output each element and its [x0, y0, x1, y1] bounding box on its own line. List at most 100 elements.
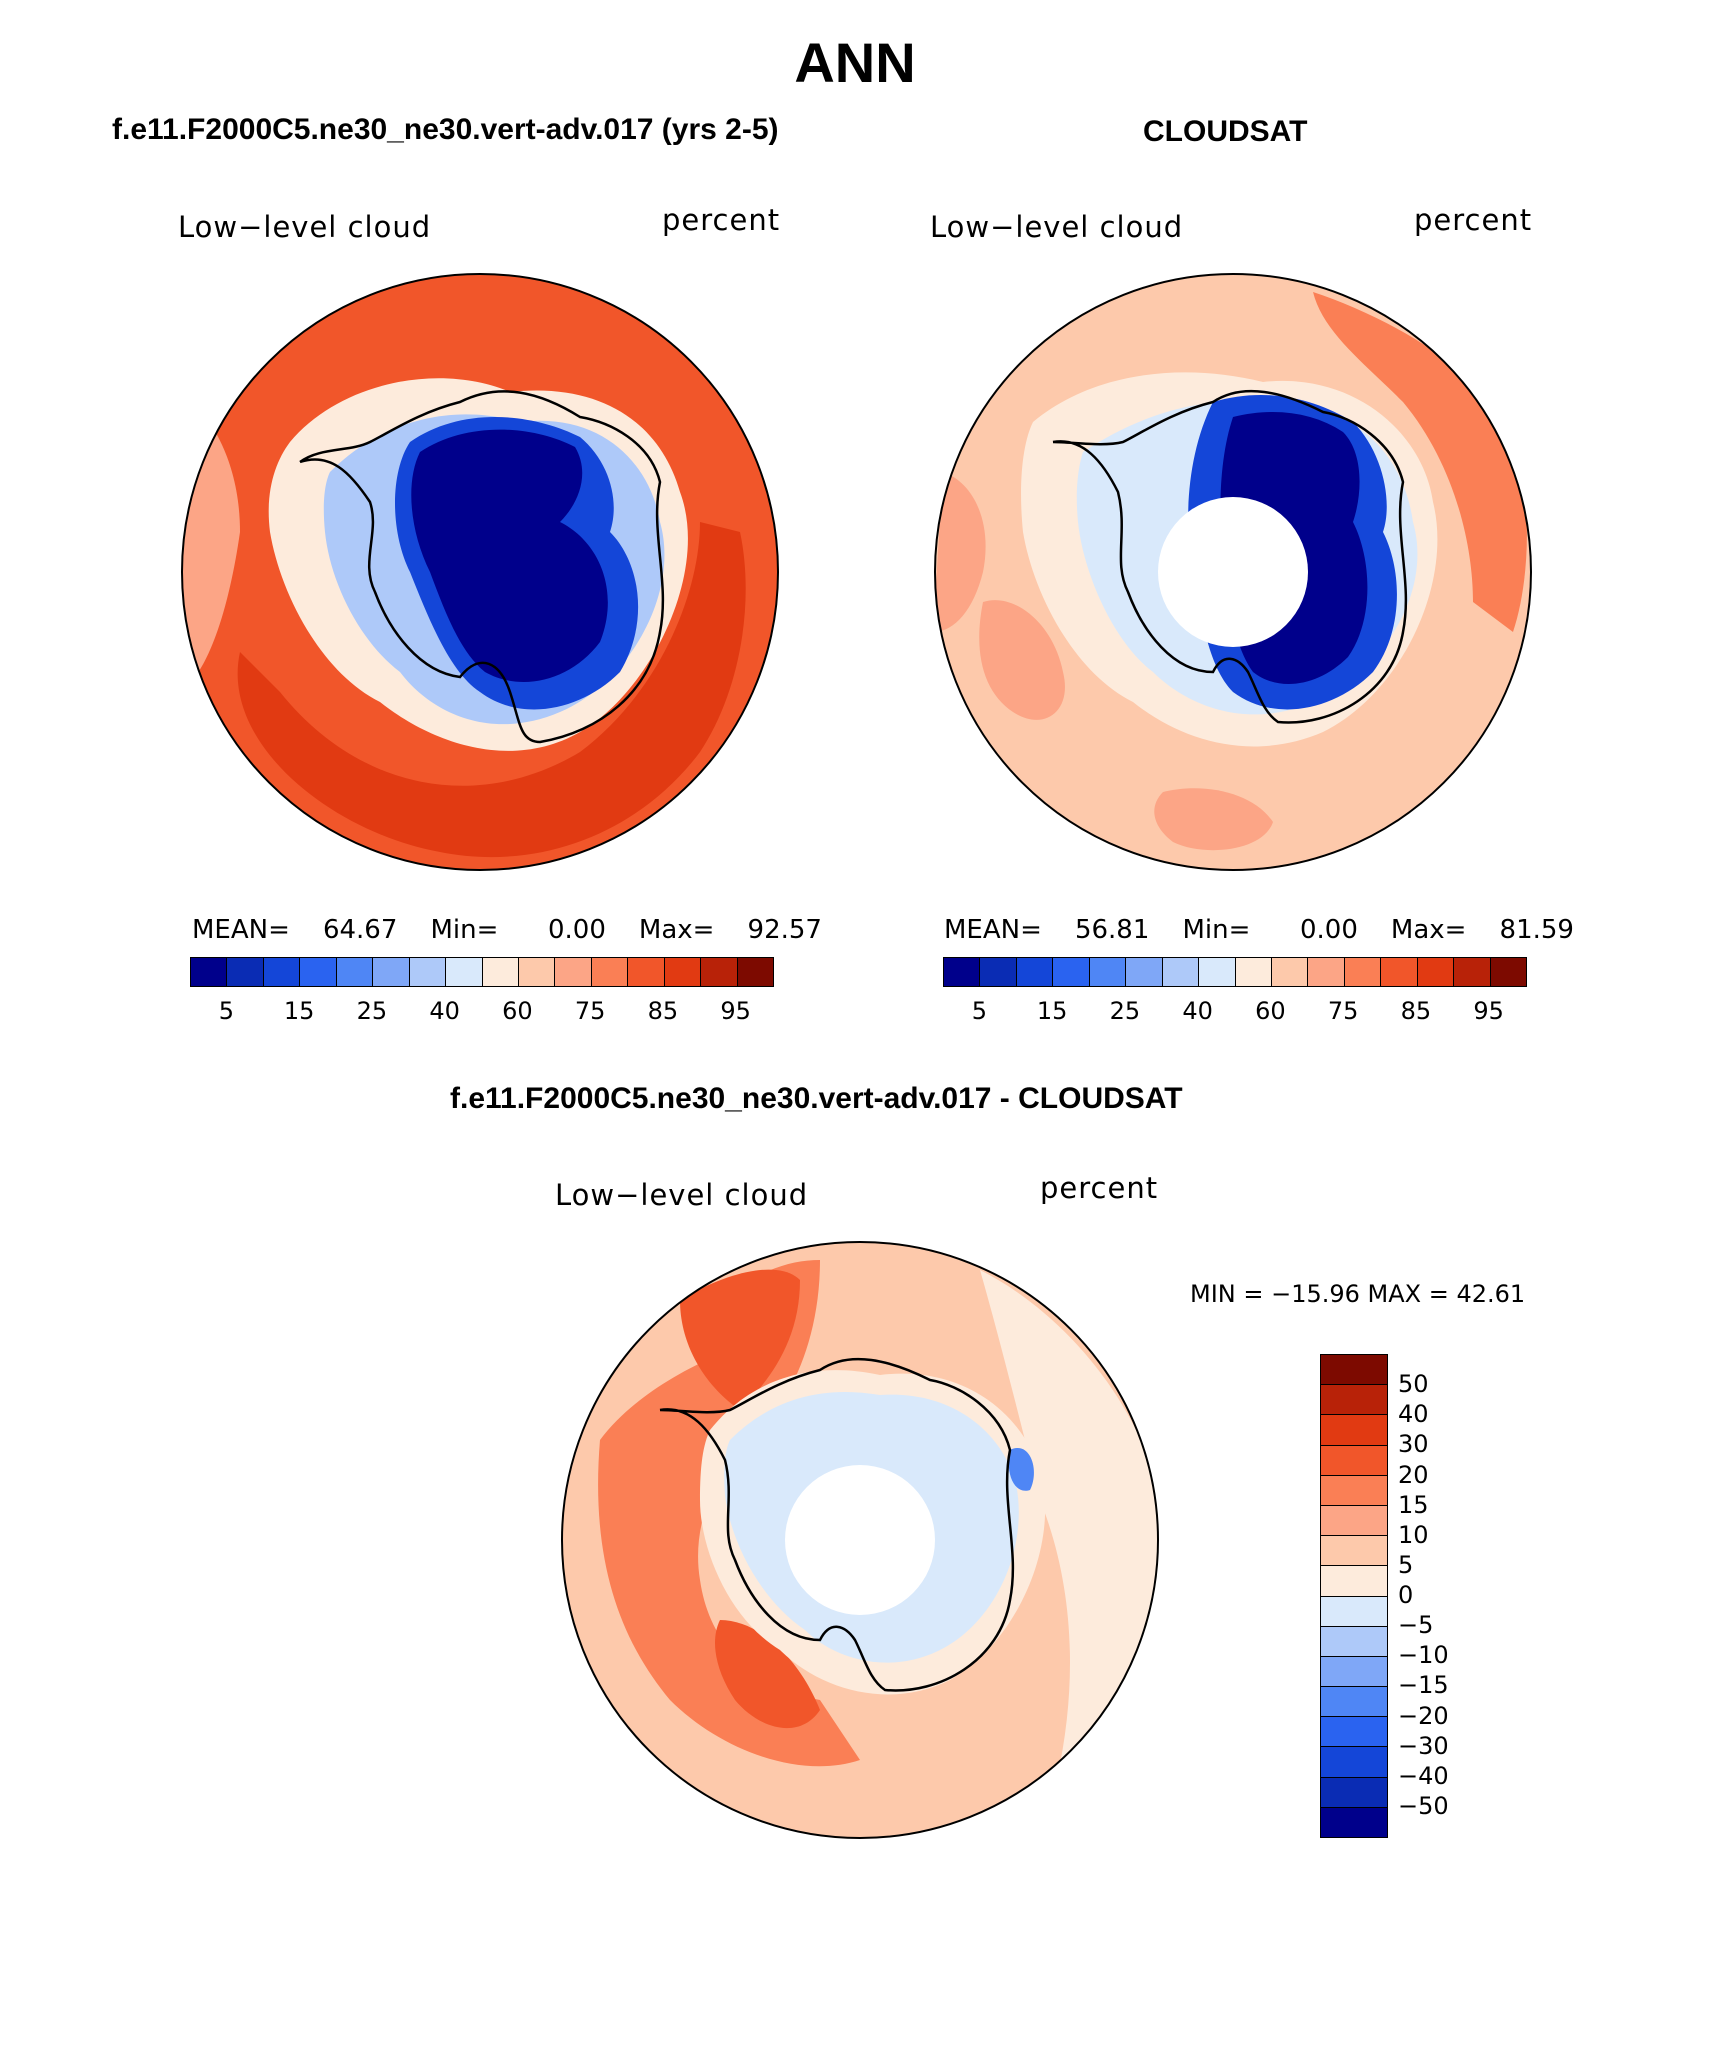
diff-positive-south: [715, 1620, 820, 1729]
colorbar-swatch: [1321, 1747, 1387, 1778]
diff-polar-map: [561, 1241, 1159, 1839]
diff-minmax: MIN = −15.96 MAX = 42.61: [1190, 1280, 1526, 1308]
colorbar-swatch: [1321, 1687, 1387, 1718]
obs-mean-label: MEAN=: [944, 915, 1042, 945]
colorbar-swatch: [1053, 958, 1090, 986]
colorbar-tick-label: 40: [1182, 997, 1213, 1025]
colorbar-swatch: [1271, 958, 1309, 986]
colorbar-tick-label: 50: [1398, 1370, 1429, 1399]
colorbar-tick-label: −30: [1398, 1731, 1449, 1760]
diff-positive-west: [598, 1260, 860, 1767]
colorbar-tick-label: 40: [1398, 1400, 1429, 1429]
obs-polar-map: [934, 273, 1532, 871]
colorbar-swatch: [1308, 958, 1345, 986]
colorbar-swatch: [1321, 1656, 1387, 1688]
obs-max-value: 81.59: [1499, 915, 1574, 945]
obs-coastline: [1052, 389, 1408, 724]
diff-units-label: percent: [1040, 1171, 1159, 1205]
diff-colorbar: [1320, 1354, 1388, 1838]
colorbar-tick-label: −5: [1398, 1611, 1434, 1640]
colorbar-tick-label: 15: [1036, 997, 1068, 1025]
model-max-value: 92.57: [747, 915, 822, 945]
colorbar-tick-label: 20: [1398, 1460, 1429, 1489]
model-min-value: 0.00: [547, 915, 606, 945]
colorbar-swatch: [1417, 958, 1455, 986]
colorbar-swatch: [1321, 1355, 1387, 1386]
model-units-label: percent: [662, 203, 781, 237]
colorbar-swatch: [409, 958, 447, 986]
model-polar-map: [181, 273, 779, 871]
colorbar-swatch: [1321, 1415, 1387, 1446]
obs-ocean-patch-s: [1154, 788, 1273, 851]
colorbar-swatch: [1321, 1445, 1387, 1476]
colorbar-swatch: [1199, 958, 1236, 986]
colorbar-swatch: [1381, 958, 1418, 986]
colorbar-swatch: [191, 958, 228, 986]
colorbar-swatch: [482, 958, 519, 986]
obs-ocean-patch-ne: [1313, 292, 1527, 632]
colorbar-swatch: [1321, 1475, 1387, 1506]
colorbar-swatch: [591, 958, 629, 986]
colorbar-swatch: [1321, 1566, 1387, 1597]
colorbar-tick-label: 15: [283, 997, 315, 1025]
colorbar-swatch: [1321, 1385, 1387, 1416]
colorbar-swatch: [1321, 1717, 1387, 1748]
colorbar-swatch: [1016, 958, 1054, 986]
colorbar-tick-label: 10: [1398, 1520, 1429, 1549]
colorbar-swatch: [1235, 958, 1272, 986]
diff-negative-pocket: [1008, 1448, 1034, 1491]
colorbar-tick-label: 15: [1398, 1490, 1429, 1519]
colorbar-tick-label: 5: [971, 997, 988, 1025]
model-panel-title: f.e11.F2000C5.ne30_ne30.vert-adv.017 (yr…: [112, 113, 779, 146]
obs-colorbar: [943, 957, 1527, 987]
colorbar-swatch: [1344, 958, 1382, 986]
colorbar-swatch: [1321, 1536, 1387, 1567]
obs-ocean-patch-sw: [979, 600, 1065, 720]
colorbar-swatch: [227, 958, 264, 986]
colorbar-tick-label: 95: [720, 997, 751, 1025]
colorbar-tick-label: 0: [1398, 1581, 1414, 1609]
colorbar-swatch: [1321, 1505, 1387, 1537]
diff-missing-data-hole: [785, 1465, 935, 1615]
obs-max-label: Max=: [1390, 915, 1467, 945]
colorbar-swatch: [1490, 958, 1526, 986]
diff-panel-title: f.e11.F2000C5.ne30_ne30.vert-adv.017 - C…: [450, 1082, 1183, 1115]
colorbar-swatch: [944, 958, 981, 986]
colorbar-swatch: [263, 958, 301, 986]
colorbar-swatch: [1162, 958, 1200, 986]
model-min-label: Min=: [430, 915, 499, 945]
colorbar-swatch: [1089, 958, 1127, 986]
obs-min-value: 0.00: [1299, 915, 1358, 945]
colorbar-tick-label: 5: [218, 997, 235, 1025]
obs-ocean-patch-w: [935, 472, 986, 632]
model-max-label: Max=: [638, 915, 715, 945]
colorbar-tick-label: 75: [1327, 997, 1359, 1025]
colorbar-swatch: [373, 958, 410, 986]
colorbar-swatch: [446, 958, 483, 986]
colorbar-swatch: [701, 958, 738, 986]
diff-coastline: [659, 1357, 1015, 1692]
obs-stats: MEAN= 56.81 Min= 0.00 Max= 81.59: [944, 915, 1574, 945]
model-plateau-ice: [411, 429, 608, 682]
model-field-label: Low−level cloud: [178, 210, 432, 244]
model-mean-label: MEAN=: [192, 915, 290, 945]
colorbar-swatch: [300, 958, 337, 986]
model-colorbar: [190, 957, 774, 987]
colorbar-tick-label: −50: [1398, 1791, 1449, 1820]
colorbar-tick-label: 30: [1398, 1430, 1429, 1459]
colorbar-swatch: [737, 958, 773, 986]
colorbar-swatch: [664, 958, 702, 986]
colorbar-swatch: [1126, 958, 1163, 986]
colorbar-swatch: [1454, 958, 1491, 986]
colorbar-tick-label: −40: [1398, 1761, 1449, 1790]
colorbar-tick-label: −10: [1398, 1641, 1449, 1670]
colorbar-tick-label: 25: [356, 997, 388, 1025]
obs-units-label: percent: [1414, 203, 1533, 237]
colorbar-tick-label: 95: [1473, 997, 1504, 1025]
colorbar-swatch: [1321, 1777, 1387, 1808]
colorbar-tick-label: 40: [429, 997, 460, 1025]
colorbar-swatch: [336, 958, 374, 986]
obs-min-label: Min=: [1182, 915, 1251, 945]
obs-missing-data-hole: [1158, 497, 1308, 647]
colorbar-tick-label: 60: [1255, 997, 1286, 1025]
